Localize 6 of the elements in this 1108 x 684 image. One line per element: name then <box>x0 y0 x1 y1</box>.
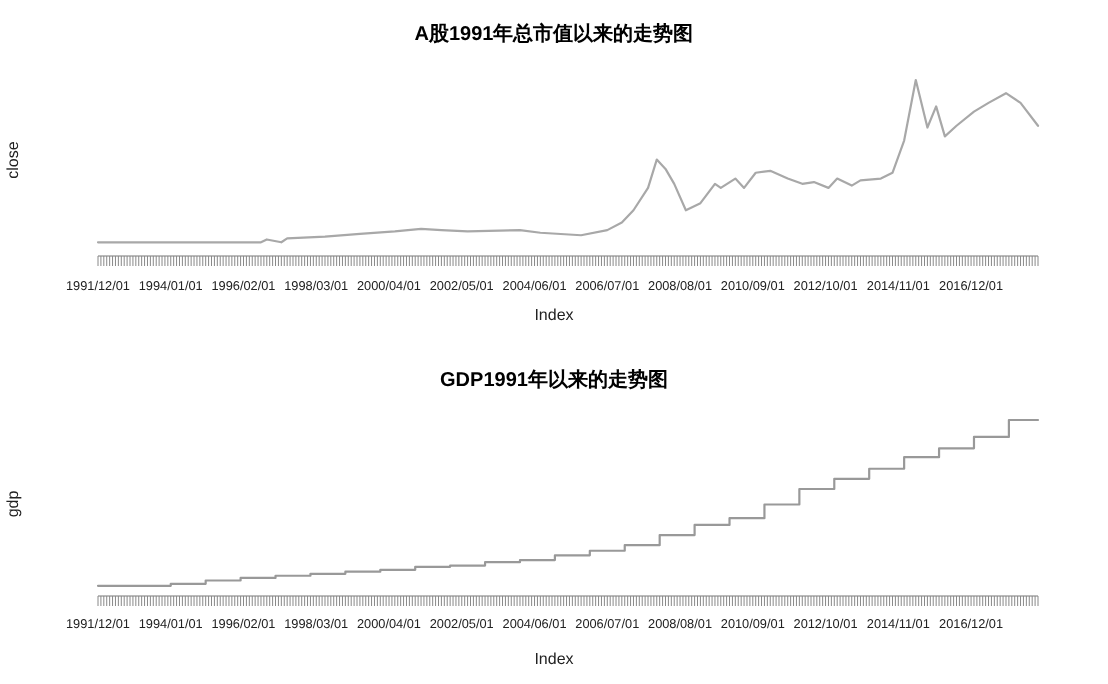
y-axis-title: gdp <box>4 489 22 518</box>
y-axis-title: close <box>4 140 22 179</box>
x-axis-title: Index <box>534 306 574 324</box>
chart-title: GDP1991年以来的走势图 <box>440 368 668 392</box>
chart-title: A股1991年总市值以来的走势图 <box>414 22 694 46</box>
x-axis-title: Index <box>534 650 574 668</box>
